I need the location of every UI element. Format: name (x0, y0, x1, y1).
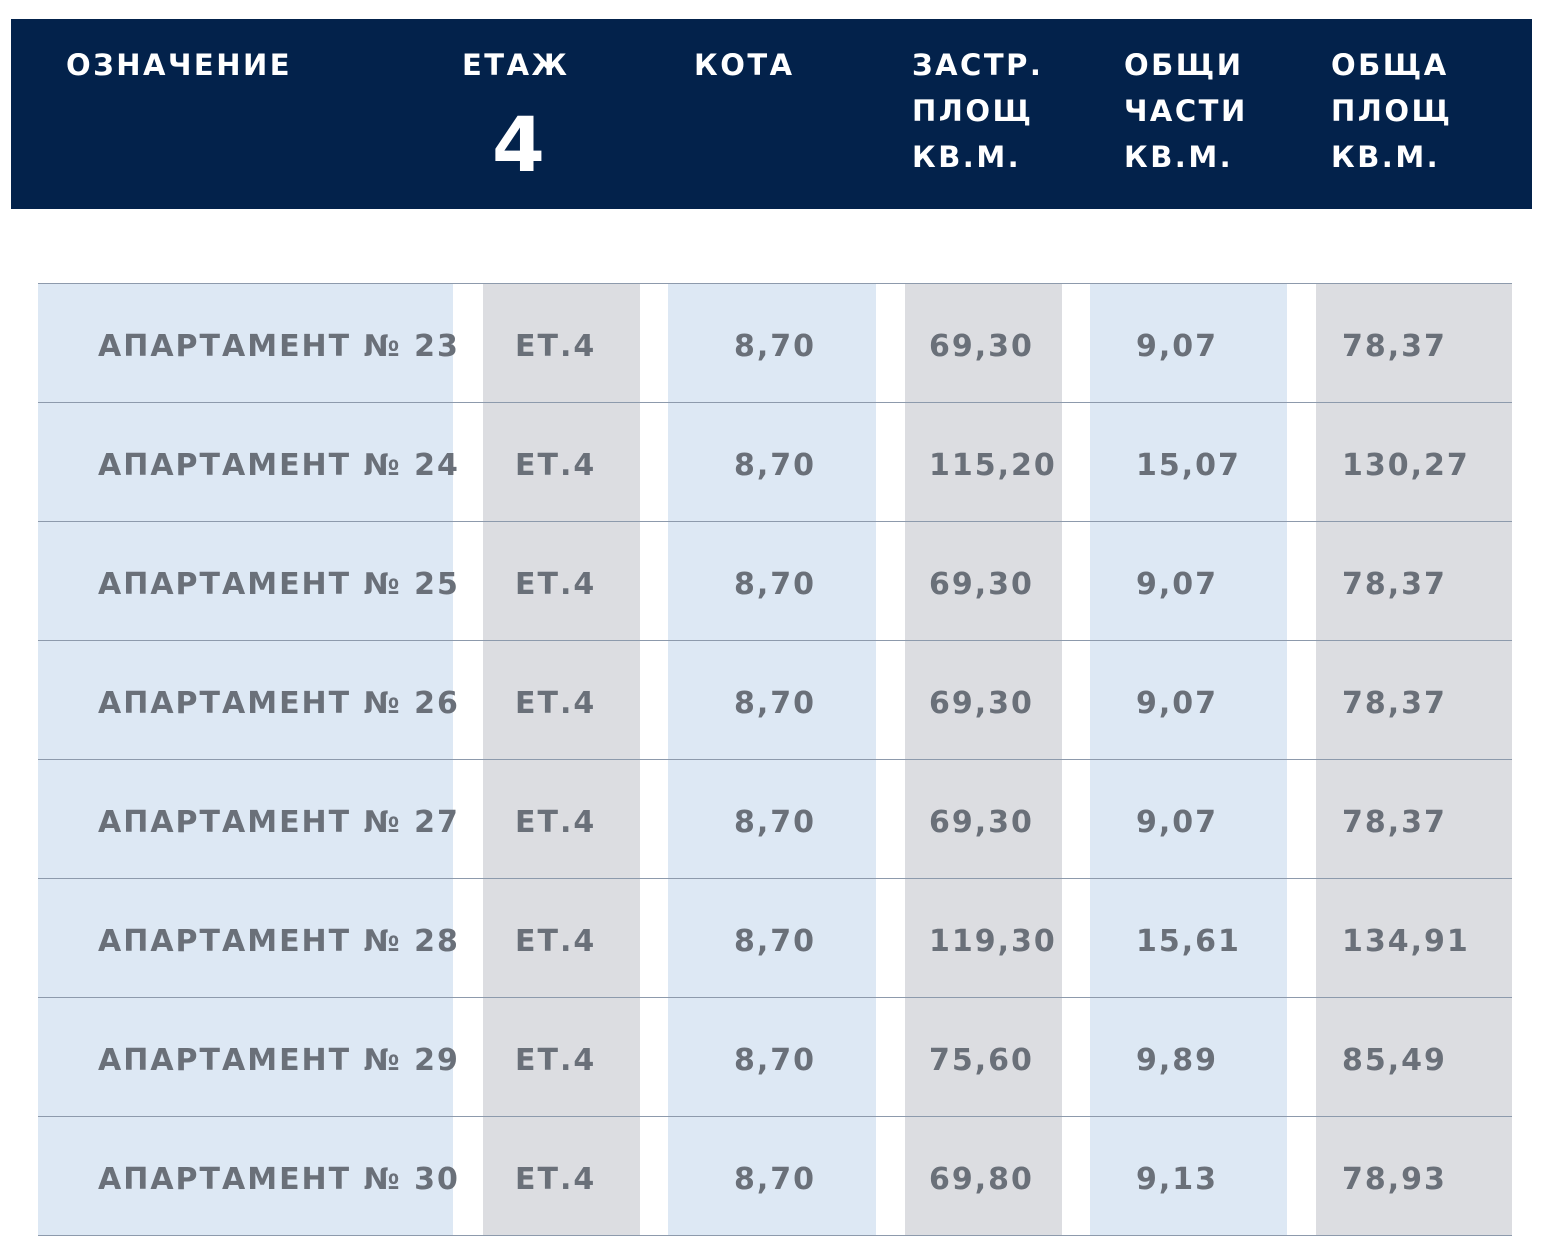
row-separator (38, 640, 1512, 641)
table-cell: 78,37 (1342, 804, 1447, 840)
table-cell: ЕТ.4 (515, 1161, 597, 1197)
table-cell: АПАРТАМЕНТ № 24 (98, 447, 460, 483)
table-cell: АПАРТАМЕНТ № 26 (98, 685, 460, 721)
header-label: КВ.М. (1124, 140, 1234, 174)
table-cell: АПАРТАМЕНТ № 23 (98, 328, 460, 364)
header-label: ЧАСТИ (1124, 94, 1248, 128)
table-cell: 69,80 (929, 1161, 1034, 1197)
row-separator (38, 1116, 1512, 1117)
header-label: ПЛОЩ (912, 94, 1034, 128)
table-cell: 15,07 (1136, 447, 1241, 483)
table-cell: 9,07 (1136, 685, 1219, 721)
table-cell: АПАРТАМЕНТ № 25 (98, 566, 460, 602)
row-separator (38, 402, 1512, 403)
header-label: ЗАСТР. (912, 48, 1044, 82)
header-label: ОБЩИ (1124, 48, 1244, 82)
column-stripe (483, 284, 640, 1236)
table-cell: 69,30 (929, 328, 1034, 364)
header-label: КВ.М. (912, 140, 1022, 174)
column-stripe (905, 284, 1062, 1236)
table-cell: 8,70 (734, 923, 817, 959)
table-cell: 69,30 (929, 566, 1034, 602)
table-cell: 130,27 (1342, 447, 1470, 483)
table-cell: 9,07 (1136, 566, 1219, 602)
row-separator (38, 283, 1512, 284)
table-cell: АПАРТАМЕНТ № 29 (98, 1042, 460, 1078)
column-stripe (668, 284, 876, 1236)
header-label: КВ.М. (1331, 140, 1441, 174)
table-cell: АПАРТАМЕНТ № 28 (98, 923, 460, 959)
header-label: ОЗНАЧЕНИЕ (66, 48, 293, 82)
table-cell: ЕТ.4 (515, 1042, 597, 1078)
table-cell: 8,70 (734, 328, 817, 364)
table-cell: 8,70 (734, 1161, 817, 1197)
table-cell: 69,30 (929, 685, 1034, 721)
table-cell: АПАРТАМЕНТ № 30 (98, 1161, 460, 1197)
table-cell: АПАРТАМЕНТ № 27 (98, 804, 460, 840)
table-cell: 8,70 (734, 447, 817, 483)
floor-number: 4 (492, 100, 545, 189)
row-separator (38, 759, 1512, 760)
row-separator (38, 1235, 1512, 1236)
table-cell: ЕТ.4 (515, 804, 597, 840)
table-cell: 9,07 (1136, 328, 1219, 364)
table-cell: 119,30 (929, 923, 1057, 959)
table-cell: 8,70 (734, 1042, 817, 1078)
header-label: КОТА (694, 48, 795, 82)
table-cell: 78,37 (1342, 566, 1447, 602)
table-cell: 69,30 (929, 804, 1034, 840)
table-cell: 78,93 (1342, 1161, 1447, 1197)
table-cell: ЕТ.4 (515, 328, 597, 364)
column-stripe (1090, 284, 1287, 1236)
table-cell: ЕТ.4 (515, 566, 597, 602)
column-stripe (1316, 284, 1512, 1236)
table-cell: 78,37 (1342, 328, 1447, 364)
row-separator (38, 521, 1512, 522)
table-cell: 8,70 (734, 685, 817, 721)
table-cell: 9,07 (1136, 804, 1219, 840)
table-cell: 8,70 (734, 804, 817, 840)
table-cell: 78,37 (1342, 685, 1447, 721)
table-cell: 9,89 (1136, 1042, 1219, 1078)
header-bar (11, 19, 1532, 209)
column-stripe (38, 284, 453, 1236)
header-label: ОБЩА (1331, 48, 1449, 82)
table-cell: 115,20 (929, 447, 1057, 483)
header-label: ПЛОЩ (1331, 94, 1453, 128)
table-cell: 85,49 (1342, 1042, 1447, 1078)
table-cell: 134,91 (1342, 923, 1470, 959)
table-cell: ЕТ.4 (515, 685, 597, 721)
table-cell: ЕТ.4 (515, 447, 597, 483)
row-separator (38, 878, 1512, 879)
header-label: ЕТАЖ (462, 48, 570, 82)
table-cell: 9,13 (1136, 1161, 1219, 1197)
row-separator (38, 997, 1512, 998)
table-cell: ЕТ.4 (515, 923, 597, 959)
table-cell: 8,70 (734, 566, 817, 602)
table-cell: 75,60 (929, 1042, 1034, 1078)
table-cell: 15,61 (1136, 923, 1241, 959)
